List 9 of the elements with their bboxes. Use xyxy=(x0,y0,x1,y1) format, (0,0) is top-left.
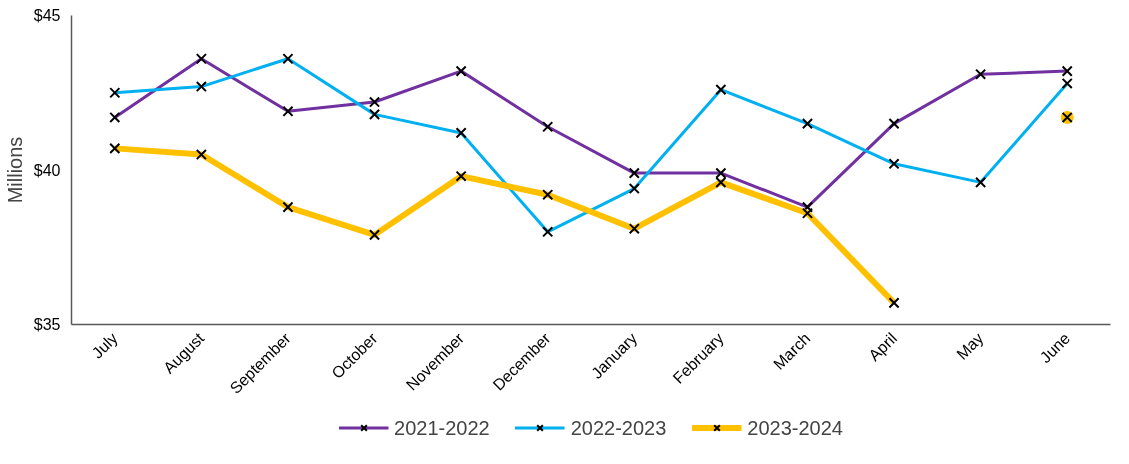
legend-label: 2021-2022 xyxy=(394,416,490,439)
legend-label: 2022-2023 xyxy=(570,416,667,439)
x-tick-label: July xyxy=(88,329,121,362)
y-axis-title: Millions xyxy=(3,136,26,204)
x-tick-label: May xyxy=(953,329,987,363)
y-tick-label: $45 xyxy=(33,7,61,24)
y-tick-label: $35 xyxy=(33,316,61,333)
y-tick-label: $40 xyxy=(33,161,61,179)
legend-label: 2023-2024 xyxy=(747,416,843,439)
